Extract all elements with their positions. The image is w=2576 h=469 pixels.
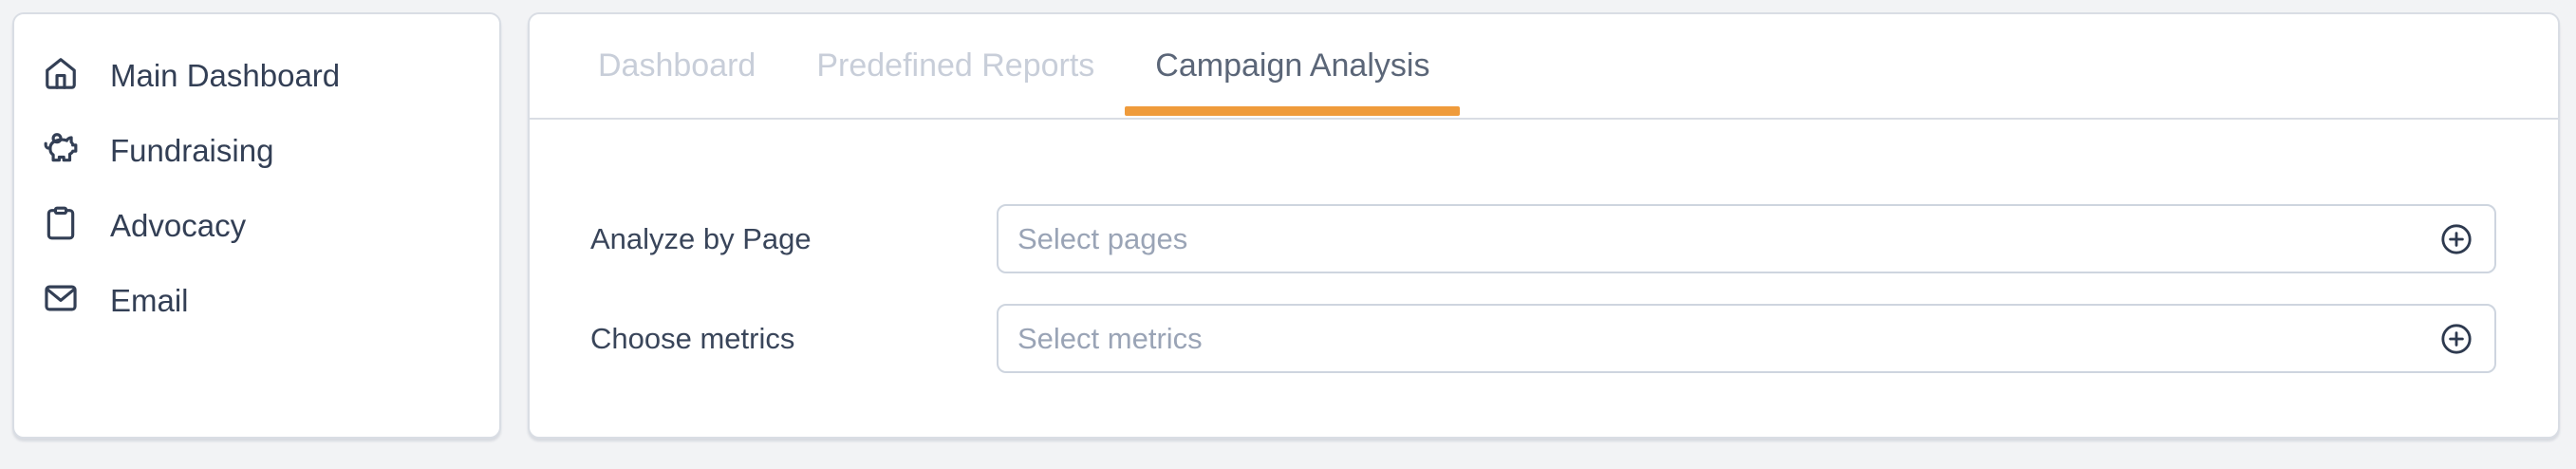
sidebar-item-label: Fundraising [110, 133, 274, 168]
tab-campaign-analysis[interactable]: Campaign Analysis [1125, 14, 1461, 118]
campaign-analysis-form: Analyze by Page Choose metrics [530, 120, 2558, 403]
tab-bar: Dashboard Predefined Reports Campaign An… [530, 14, 2558, 120]
sidebar-item-main-dashboard[interactable]: Main Dashboard [14, 38, 499, 113]
page: Main Dashboard Fundraising Advocacy [12, 12, 2560, 439]
metrics-select-input[interactable] [997, 304, 2496, 373]
choose-metrics-row: Choose metrics [590, 304, 2496, 373]
choose-metrics-label: Choose metrics [590, 321, 795, 355]
tab-label: Dashboard [598, 47, 756, 84]
pages-select-input[interactable] [997, 204, 2496, 273]
add-pages-button[interactable] [2440, 223, 2473, 255]
clipboard-icon [43, 205, 79, 246]
tab-predefined-reports[interactable]: Predefined Reports [786, 14, 1125, 118]
metrics-select-wrap [997, 304, 2496, 373]
analyze-by-page-row: Analyze by Page [590, 204, 2496, 273]
sidebar-item-fundraising[interactable]: Fundraising [14, 113, 499, 188]
sidebar-item-advocacy[interactable]: Advocacy [14, 188, 499, 263]
piggy-bank-icon [43, 130, 79, 171]
sidebar-item-label: Advocacy [110, 208, 247, 243]
tab-label: Campaign Analysis [1155, 47, 1430, 84]
sidebar-item-label: Email [110, 283, 189, 318]
analyze-by-page-label: Analyze by Page [590, 221, 812, 255]
main-panel: Dashboard Predefined Reports Campaign An… [528, 12, 2560, 439]
pages-select-wrap [997, 204, 2496, 273]
mail-icon [43, 280, 79, 321]
add-metrics-button[interactable] [2440, 323, 2473, 355]
plus-circle-icon [2440, 223, 2473, 258]
tab-label: Predefined Reports [816, 47, 1095, 84]
tab-dashboard[interactable]: Dashboard [568, 14, 786, 118]
active-tab-underline [1125, 106, 1461, 116]
plus-circle-icon [2440, 323, 2473, 358]
home-icon [43, 55, 79, 96]
sidebar-item-label: Main Dashboard [110, 58, 341, 93]
sidebar-item-email[interactable]: Email [14, 263, 499, 338]
sidebar: Main Dashboard Fundraising Advocacy [12, 12, 501, 439]
